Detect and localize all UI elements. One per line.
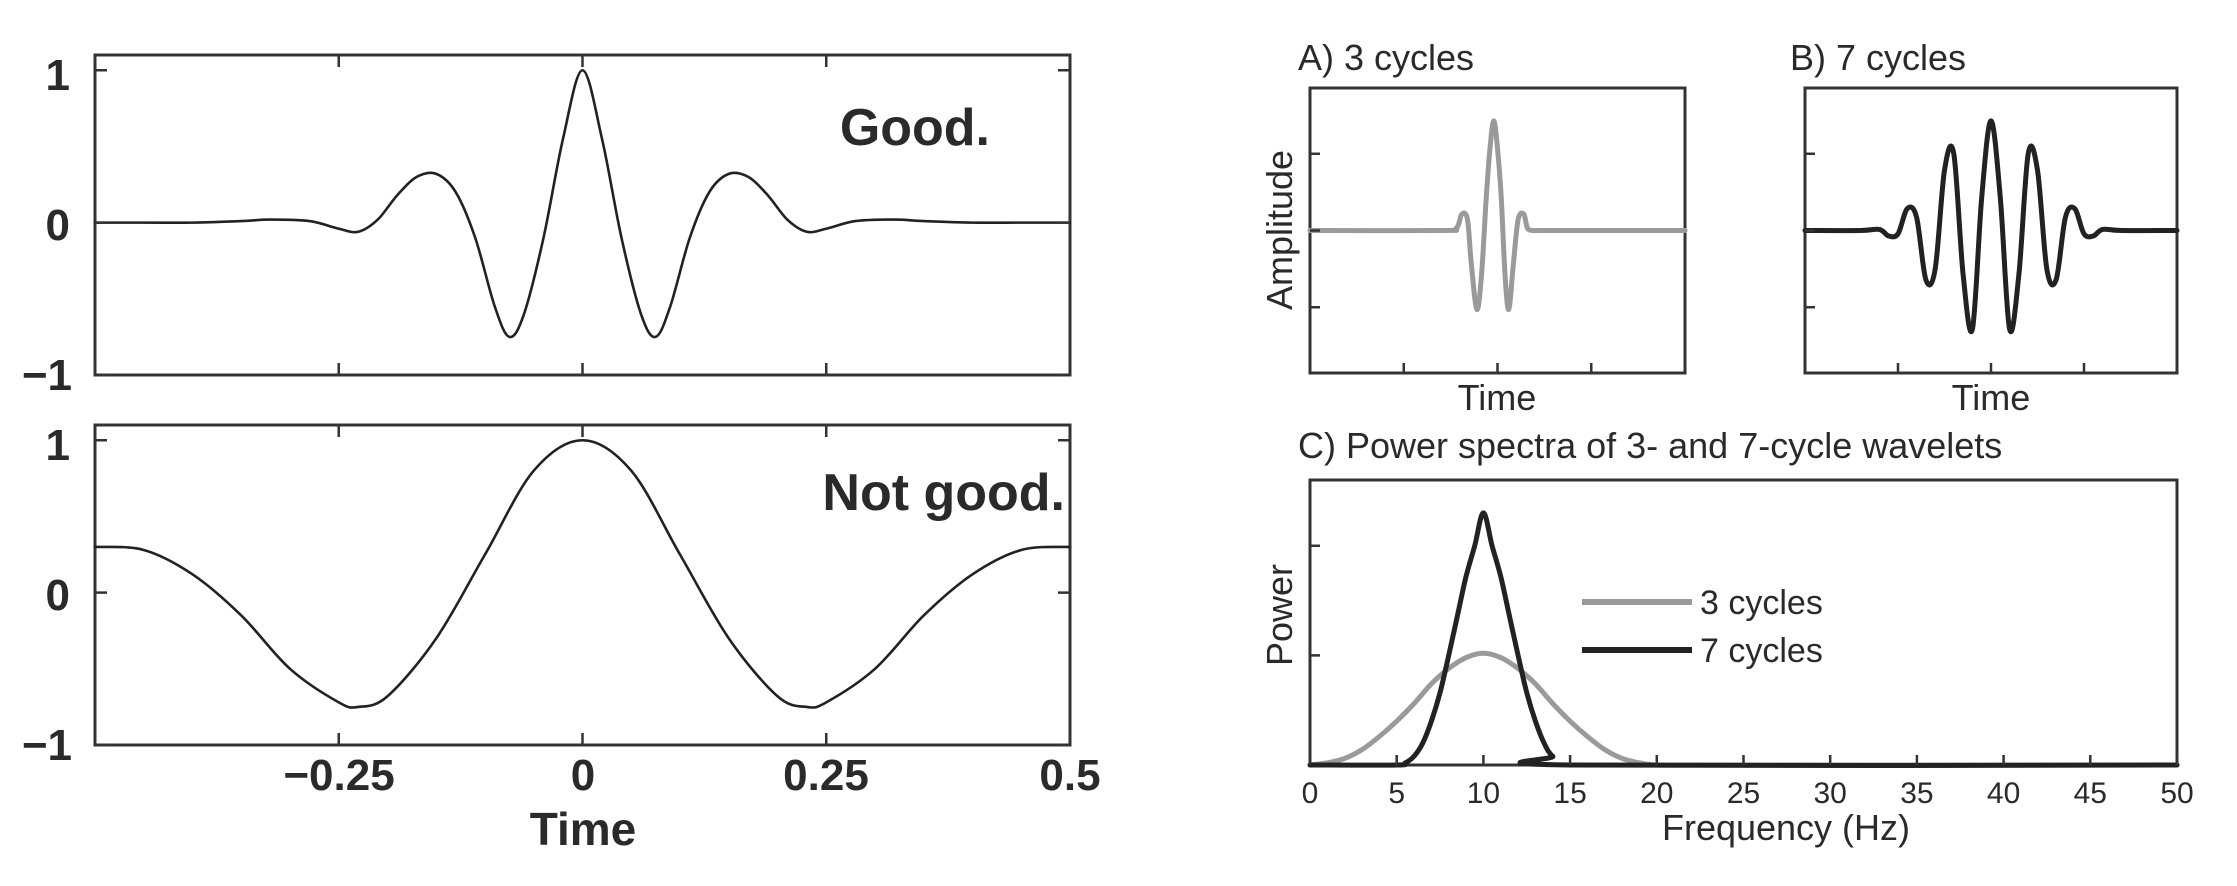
chart-good-annotation: Good.: [840, 99, 990, 157]
chart-not-good: Not good. 1 0 −1 −0.25 0 0.25 0.5 Time: [22, 421, 1101, 855]
panel-c-xtick-label: 45: [2074, 777, 2107, 810]
chart-good: Good. 1 0 −1: [22, 51, 1072, 400]
chart-not-good-series-line: [93, 438, 1072, 709]
panel-c-marks: [1307, 510, 2180, 769]
chart-not-good-ytick-label: 1: [46, 421, 70, 470]
chart-not-good-xlabel: Time: [530, 803, 637, 855]
panel-c-xtick-label: 20: [1640, 777, 1673, 810]
panel-b-series-line: [1802, 118, 2180, 335]
panel-c-title: C) Power spectra of 3- and 7-cycle wavel…: [1298, 425, 2002, 466]
chart-not-good-ytick-label: −1: [22, 721, 72, 770]
chart-good-ytick-label: 0: [46, 201, 70, 250]
panel-c-xtick-label: 15: [1553, 777, 1586, 810]
panel-a-xlabel: Time: [1458, 377, 1537, 418]
panel-c-frame: [1308, 478, 2179, 767]
panel-c-xtick-label: 35: [1900, 777, 1933, 810]
chart-not-good-xtick-label: 0: [571, 751, 595, 800]
chart-not-good-xtick-label: 0.25: [783, 751, 869, 800]
panel-b-title: B) 7 cycles: [1790, 37, 1966, 78]
panel-c-xtick-label: 10: [1467, 777, 1500, 810]
chart-good-ytick-label: 1: [46, 51, 70, 100]
chart-panel-a: A) 3 cycles Time Amplitude: [1259, 37, 1688, 418]
panel-c-xtick-label: 40: [1987, 777, 2020, 810]
chart-not-good-ytick-label: 0: [46, 571, 70, 620]
chart-panel-b: B) 7 cycles Time: [1790, 37, 2180, 418]
chart-not-good-xtick-label: 0.5: [1039, 751, 1100, 800]
chart-good-marks: [93, 55, 1072, 377]
chart-not-good-marks: [93, 425, 1072, 747]
panel-c-xtick-label: 0: [1302, 777, 1319, 810]
panel-c-ylabel: Power: [1259, 564, 1300, 666]
panel-c-xtick-label: 25: [1727, 777, 1760, 810]
chart-good-series-line: [93, 68, 1072, 339]
chart-not-good-xtick-label: −0.25: [283, 751, 394, 800]
panel-a-series-line: [1307, 118, 1688, 312]
panel-a-ylabel: Amplitude: [1259, 150, 1300, 310]
panel-b-marks: [1802, 118, 2180, 373]
chart-not-good-annotation: Not good.: [822, 464, 1065, 522]
panel-b-xlabel: Time: [1952, 377, 2031, 418]
legend-label-3-cycles: 3 cycles: [1700, 584, 1823, 622]
panel-a-marks: [1307, 118, 1688, 373]
panel-c-xtick-label: 50: [2160, 777, 2193, 810]
legend-label-7-cycles: 7 cycles: [1700, 632, 1823, 670]
panel-a-title: A) 3 cycles: [1298, 37, 1474, 78]
panel-c-xlabel: Frequency (Hz): [1662, 807, 1910, 848]
panel-c-series-line-2: [1307, 510, 2180, 769]
panel-c-xtick-label: 5: [1388, 777, 1405, 810]
chart-good-ytick-label: −1: [22, 351, 72, 400]
panel-c-legend: 3 cycles 7 cycles: [1582, 584, 1823, 670]
chart-panel-c: C) Power spectra of 3- and 7-cycle wavel…: [1259, 425, 2194, 848]
panel-c-xtick-label: 30: [1814, 777, 1847, 810]
panel-c-xtick-labels: 0 5 10 15 20 25 30 35 40 45 50: [1302, 777, 2194, 810]
